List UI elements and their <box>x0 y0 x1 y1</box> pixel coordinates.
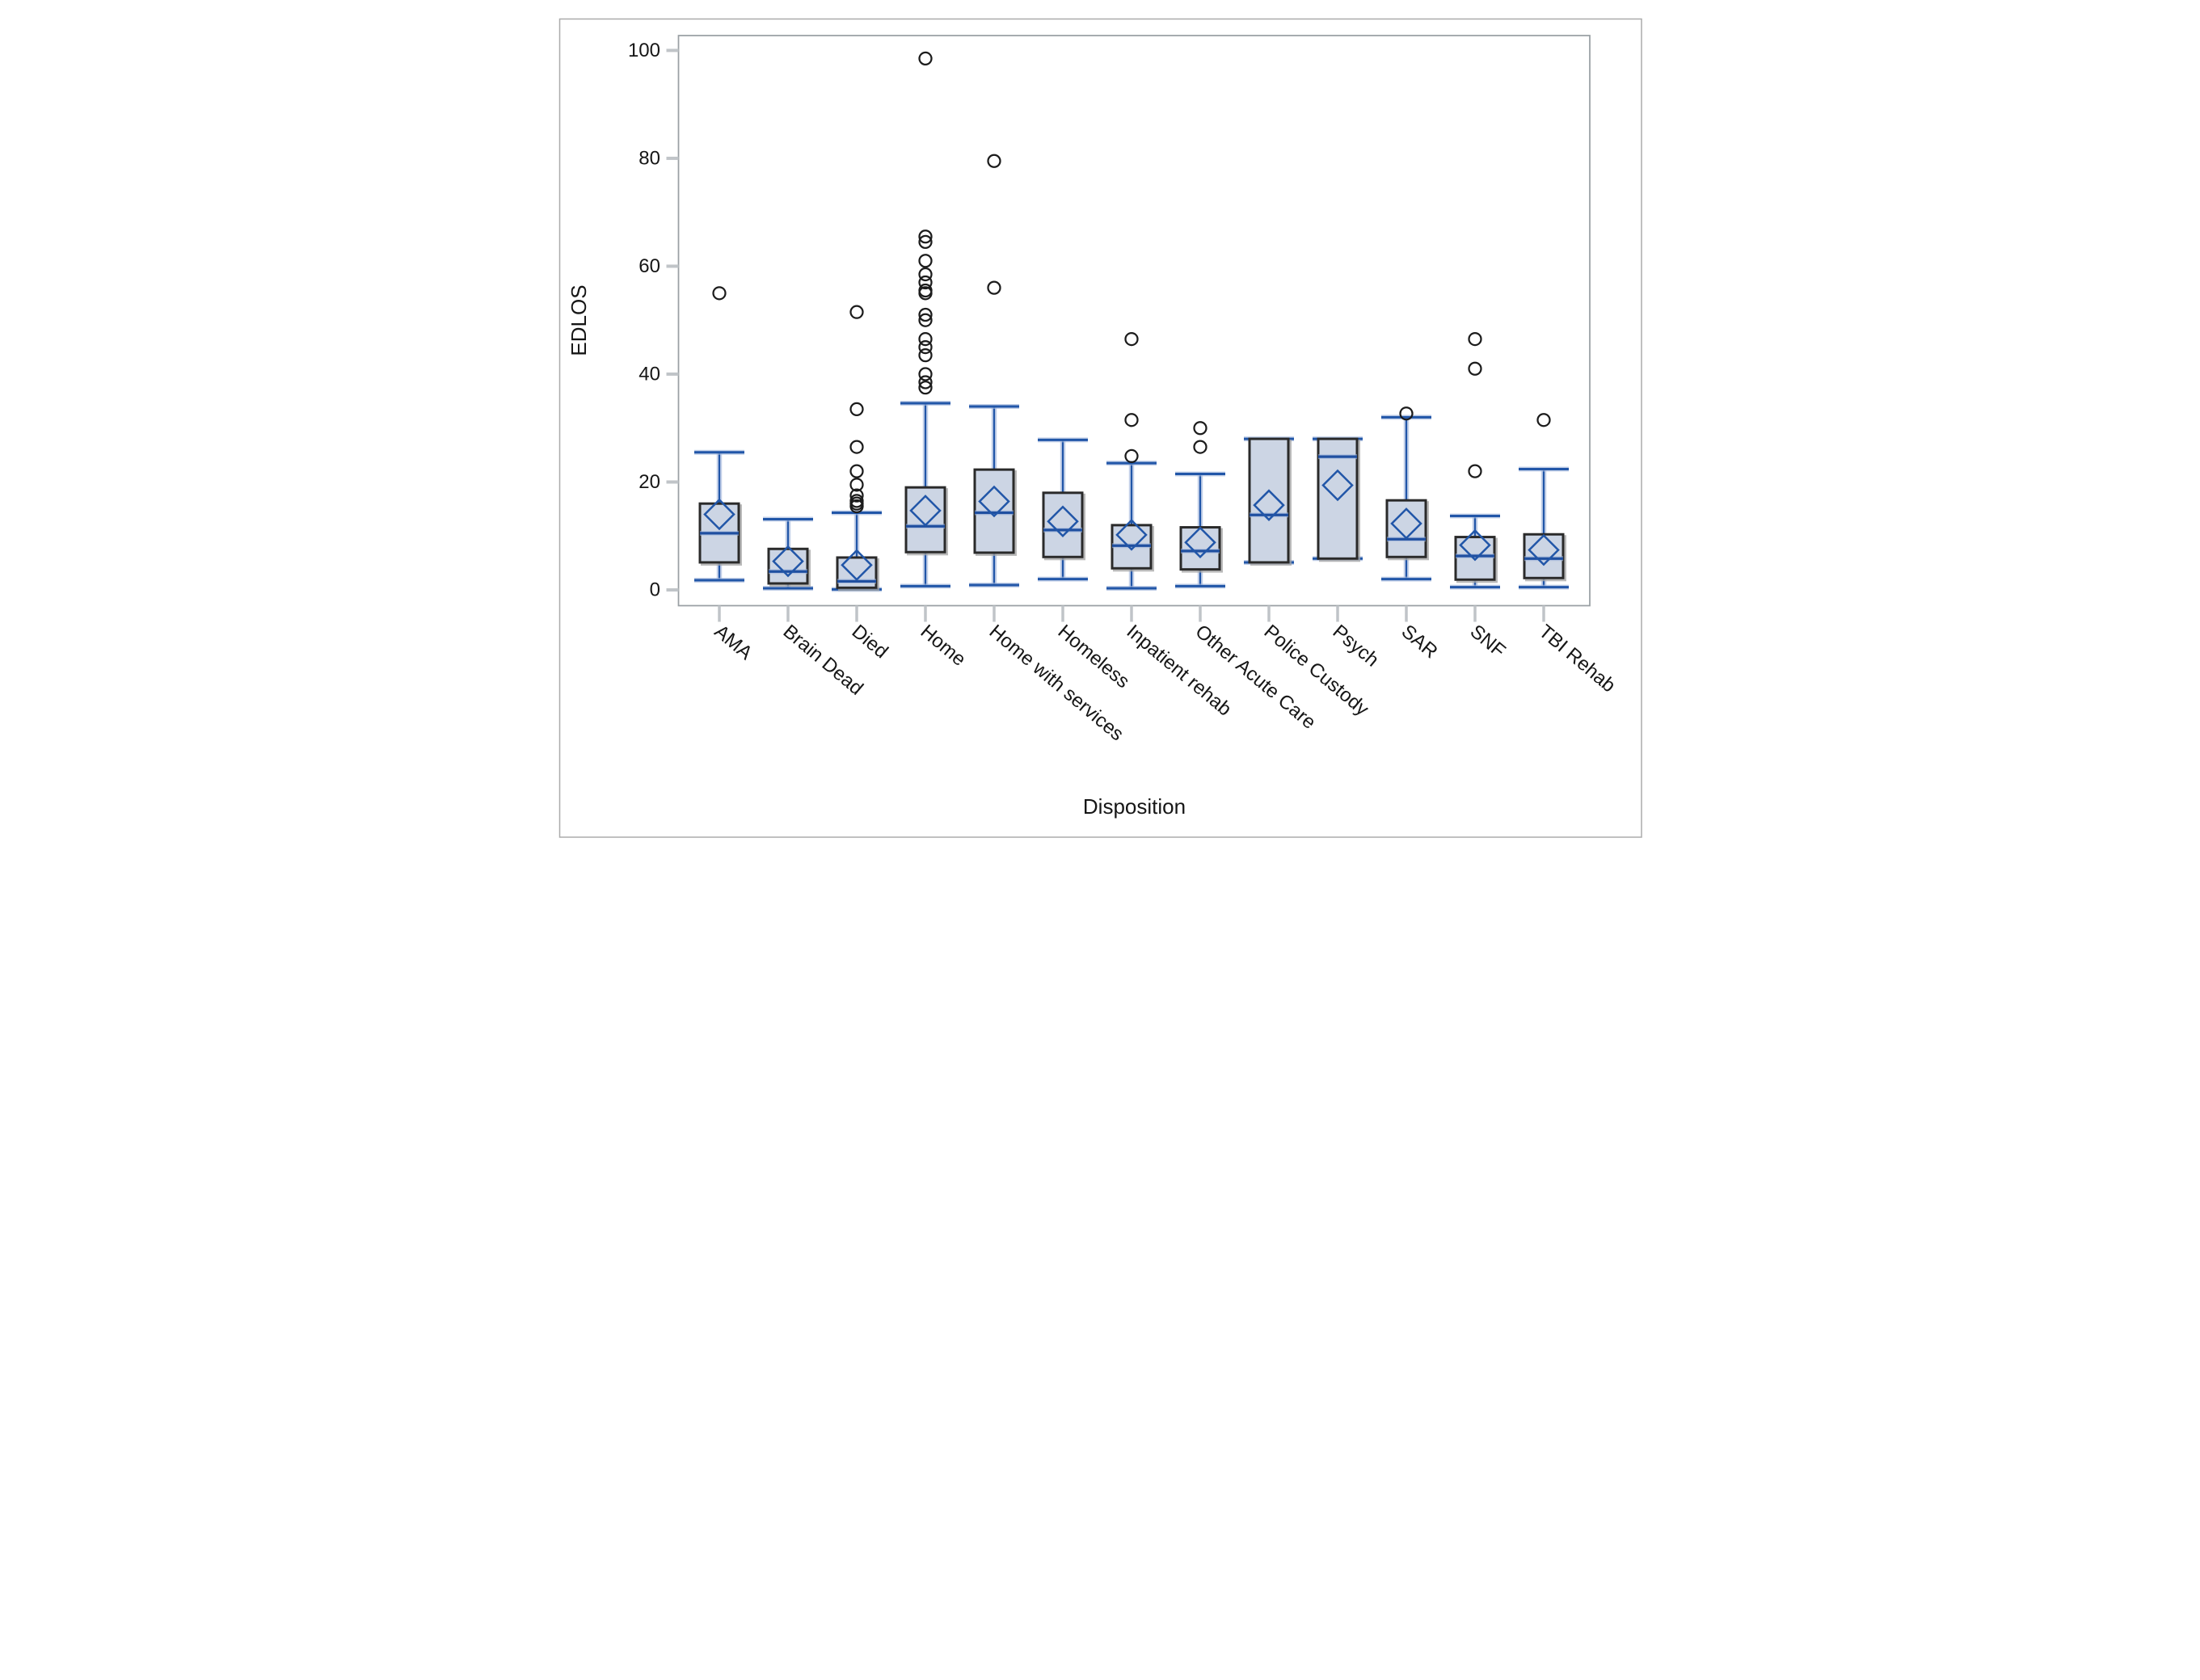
y-tick-label: 40 <box>639 363 660 385</box>
y-tick-label: 80 <box>639 147 660 169</box>
outlier-point <box>917 307 933 322</box>
box-inpatient-rehab <box>1106 331 1157 591</box>
outlier-point <box>917 331 933 347</box>
outlier-point <box>1192 421 1207 436</box>
iqr-box <box>1042 491 1083 558</box>
mean-diamond-marker <box>1046 505 1079 537</box>
outlier-point <box>1467 464 1482 478</box>
outlier-point <box>711 286 727 301</box>
iqr-box <box>767 547 808 585</box>
outlier-point <box>986 154 1001 168</box>
box-home <box>900 51 950 589</box>
box-ama <box>693 286 744 583</box>
box-police-custody <box>1243 436 1294 565</box>
box-tbi-rehab <box>1518 413 1569 590</box>
mean-diamond-marker <box>1527 533 1560 566</box>
outlier-point <box>917 51 933 66</box>
y-tick-label: 0 <box>649 579 660 601</box>
iqr-box <box>1523 533 1564 579</box>
outlier-point <box>1467 361 1482 376</box>
mean-diamond-marker <box>771 545 804 578</box>
boxplot-figure: 0 20 40 60 80 100 AMA Brain Dead Died Home Home wi… <box>550 6 1650 847</box>
outlier-point <box>1123 413 1139 427</box>
outlier-point <box>917 229 933 244</box>
outlier-point <box>917 367 933 381</box>
outlier-point <box>917 254 933 268</box>
outlier-point <box>849 440 864 454</box>
box-brain-dead <box>762 516 813 591</box>
mean-diamond-marker <box>1183 526 1216 559</box>
outlier-point <box>1398 406 1414 421</box>
y-tick-label: 20 <box>639 471 660 493</box>
outlier-point <box>917 381 933 395</box>
iqr-box <box>1248 437 1289 564</box>
box-snf <box>1449 331 1500 590</box>
y-tick-label: 60 <box>639 255 660 277</box>
outlier-point <box>917 347 933 363</box>
mean-diamond-marker <box>1389 507 1422 540</box>
outlier-point <box>1123 331 1139 347</box>
mean-diamond-marker <box>702 498 735 531</box>
outlier-point <box>1123 448 1139 464</box>
outlier-point <box>986 280 1001 295</box>
y-tick-label: 100 <box>627 40 660 61</box>
outlier-point <box>917 267 933 282</box>
outlier-point <box>917 234 933 250</box>
outlier-point <box>849 305 864 319</box>
box-home-with-services <box>968 154 1019 587</box>
mean-diamond-marker <box>977 485 1010 518</box>
box-psych <box>1312 436 1363 562</box>
outlier-point <box>917 339 933 355</box>
mean-diamond-marker <box>908 495 942 527</box>
outlier-point <box>849 499 864 514</box>
box-sar <box>1380 406 1431 582</box>
mean-diamond-marker <box>1321 469 1354 502</box>
outlier-point <box>849 464 864 478</box>
outlier-point <box>917 375 933 389</box>
outlier-point <box>849 478 864 492</box>
outlier-point <box>1467 331 1482 347</box>
outlier-point <box>917 275 933 290</box>
outlier-point <box>849 488 864 503</box>
mean-diamond-marker <box>840 549 873 582</box>
x-axis-title: Disposition <box>1082 794 1185 819</box>
iqr-box <box>1179 526 1220 571</box>
box-other-acute-care <box>1174 421 1225 589</box>
mean-diamond-marker <box>1252 489 1285 521</box>
outlier-point <box>917 286 933 301</box>
figure-page: 0 20 40 60 80 100 AMA Brain Dead Died Home Home wi… <box>550 6 1650 847</box>
outlier-point <box>1192 440 1207 454</box>
box-died <box>831 305 882 592</box>
mean-diamond-marker <box>1115 519 1148 551</box>
y-axis-title: EDLOS <box>567 284 591 356</box>
outlier-point <box>849 402 864 416</box>
outlier-point <box>1536 413 1551 427</box>
box-homeless <box>1037 437 1088 582</box>
iqr-box <box>904 486 946 554</box>
mean-diamond-marker <box>1458 528 1491 562</box>
outlier-point <box>917 313 933 327</box>
